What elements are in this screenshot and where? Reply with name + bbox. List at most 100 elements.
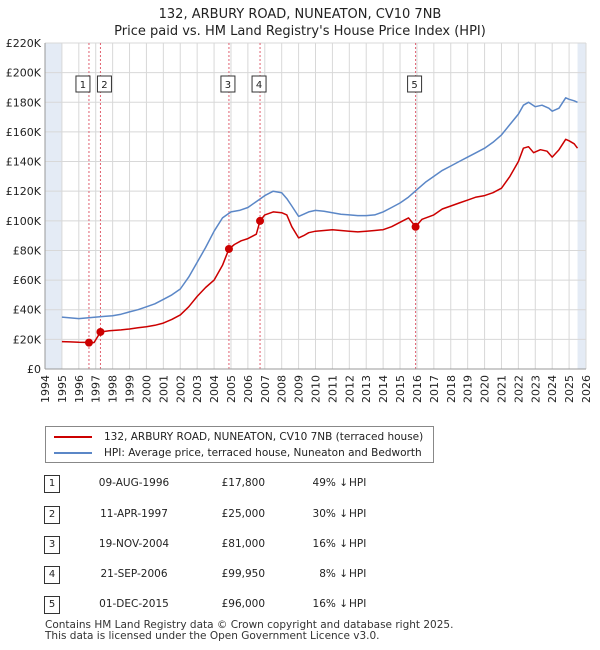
sale-row: 4 21-SEP-2006 £99,950 8% ↓ HPI [0, 566, 600, 586]
chart-title-line2: Price paid vs. HM Land Registry's House … [114, 24, 486, 39]
grid-layer [44, 42, 587, 370]
x-tick-label: 2004 [208, 375, 221, 403]
sale-hpi-label: HPI [349, 477, 367, 489]
sale-date: 11-APR-1997 [100, 508, 168, 520]
sale-date: 09-AUG-1996 [98, 477, 170, 489]
sale-points [84, 216, 420, 347]
y-tick-label: £100K [6, 215, 42, 228]
y-tick-label: £200K [6, 67, 42, 80]
sale-hpi-label: HPI [349, 508, 367, 520]
x-tick-label: 2001 [157, 375, 170, 403]
x-tick-label: 2000 [140, 375, 153, 403]
x-tick-label: 2012 [343, 375, 356, 403]
x-tick-label: 1998 [107, 375, 120, 403]
sale-price: £81,000 [221, 538, 265, 550]
x-tick-label: 2002 [174, 375, 187, 403]
sale-number-box: 1 [44, 475, 60, 493]
sale-marker-label-box [220, 75, 236, 93]
sale-price: £17,800 [221, 477, 265, 489]
sale-marker-label: 3 [220, 75, 236, 93]
legend-label-hpi: HPI: Average price, terraced house, Nune… [104, 447, 422, 459]
x-tick-label: 2018 [445, 375, 458, 403]
sale-marker-label: 2 [96, 75, 112, 93]
footer-line1: Contains HM Land Registry data © Crown c… [45, 619, 454, 631]
y-tick-label: £40K [13, 304, 42, 317]
x-tick-label: 2010 [310, 375, 323, 403]
y-tick-label: £20K [13, 333, 42, 346]
x-tick-label: 2005 [225, 375, 238, 403]
sale-point [224, 244, 233, 253]
chart-title-line1: 132, ARBURY ROAD, NUNEATON, CV10 7NB [158, 7, 442, 22]
sale-marker-label-text: 4 [256, 80, 262, 91]
y-tick-label: £80K [13, 244, 42, 257]
x-tick-label: 2019 [462, 375, 475, 403]
x-tick-label: 2026 [580, 375, 593, 403]
price-chart: 1 2 3 4 5 £0£20K£40K£60K£80K£100K£120K£140K£… [6, 37, 593, 403]
x-tick-label: 2007 [259, 375, 272, 403]
x-tick-label: 2021 [495, 375, 508, 403]
sale-marker-label-box [75, 75, 91, 93]
x-tick-label: 2011 [326, 375, 339, 403]
sale-marker-label-text: 5 [411, 80, 417, 91]
x-tick-label: 1996 [73, 375, 86, 403]
sale-marker-label-box [96, 75, 112, 93]
shade-region-end [577, 43, 586, 369]
x-tick-label: 2024 [546, 375, 559, 403]
x-tick-label: 2009 [293, 375, 306, 403]
sale-marker-label-text: 2 [101, 80, 107, 91]
y-tick-label: £140K [6, 156, 42, 169]
footer-attribution: Contains HM Land Registry data © Crown c… [45, 620, 453, 642]
sale-marker-label-text: 1 [80, 80, 86, 91]
sale-row: 1 09-AUG-1996 £17,800 49% ↓ HPI [0, 475, 600, 495]
sale-row: 5 01-DEC-2015 £96,000 16% ↓ HPI [0, 596, 600, 616]
sale-hpi-diff: 16% ↓ [312, 598, 348, 610]
sale-marker-label: 1 [75, 75, 91, 93]
sale-price: £25,000 [221, 508, 265, 520]
x-tick-label: 2017 [428, 375, 441, 403]
sale-marker-label: 5 [407, 75, 423, 93]
x-tick-label: 2003 [191, 375, 204, 403]
x-tick-label: 1997 [90, 375, 103, 403]
shade-layer [45, 43, 586, 369]
x-tick-label: 1995 [56, 375, 69, 403]
sale-point [96, 327, 105, 336]
x-tick-label: 2025 [563, 375, 576, 403]
x-tick-label: 2014 [377, 375, 390, 403]
x-tick-label: 2008 [276, 375, 289, 403]
sale-point [84, 338, 93, 347]
legend-item-hpi: HPI: Average price, terraced house, Nune… [46, 445, 422, 461]
sale-point [411, 222, 420, 231]
x-tick-label: 2022 [512, 375, 525, 403]
shade-region-start [45, 43, 62, 369]
sale-number-box: 4 [44, 566, 60, 584]
legend-swatch-hpi [54, 452, 92, 454]
sale-marker-labels: 1 2 3 4 5 [75, 75, 423, 93]
sale-number-box: 2 [44, 506, 60, 524]
sale-number-box: 5 [44, 596, 60, 614]
series-line-hpi [61, 97, 578, 320]
sale-hpi-label: HPI [349, 598, 367, 610]
sale-date: 01-DEC-2015 [99, 598, 169, 610]
y-tick-label: £180K [6, 96, 42, 109]
x-tick-label: 1994 [39, 375, 52, 403]
y-tick-label: £0 [27, 363, 41, 376]
sale-hpi-diff: 16% ↓ [312, 538, 348, 550]
sale-hpi-label: HPI [349, 538, 367, 550]
series-layer [61, 97, 579, 344]
y-tick-label: £120K [6, 185, 42, 198]
legend-label-property: 132, ARBURY ROAD, NUNEATON, CV10 7NB (te… [104, 431, 424, 443]
x-tick-label: 2016 [411, 375, 424, 403]
sale-hpi-label: HPI [349, 568, 367, 580]
sale-hpi-diff: 49% ↓ [312, 477, 348, 489]
sale-row: 2 11-APR-1997 £25,000 30% ↓ HPI [0, 506, 600, 526]
x-tick-label: 2020 [479, 375, 492, 403]
y-tick-label: £220K [6, 37, 42, 50]
sale-marker-label: 4 [251, 75, 267, 93]
sale-date: 19-NOV-2004 [98, 538, 170, 550]
footer-line2: This data is licensed under the Open Gov… [45, 630, 380, 642]
sale-marker-label-box [251, 75, 267, 93]
axes-layer: £0 £20K £40K £60K £80K £100K £120K £140K £160K £1… [6, 37, 593, 403]
sale-number-box: 3 [44, 536, 60, 554]
sale-hpi-diff: 8% ↓ [319, 568, 348, 580]
x-tick-label: 2013 [360, 375, 373, 403]
